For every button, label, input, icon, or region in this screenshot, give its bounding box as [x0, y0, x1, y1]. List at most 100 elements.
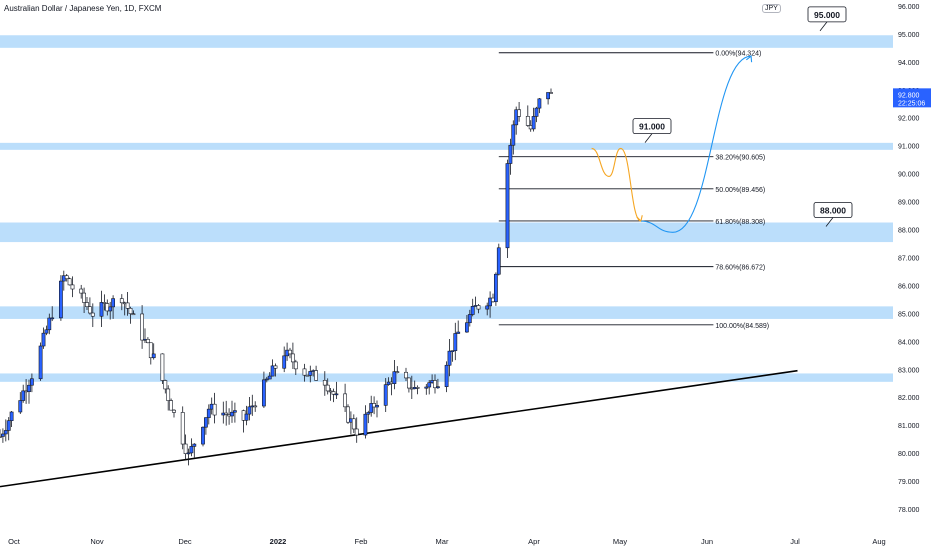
candle-down	[212, 403, 217, 416]
candle-up	[58, 280, 63, 319]
candle-up	[427, 382, 432, 388]
candle-down	[346, 406, 350, 423]
candle-up	[3, 430, 8, 435]
callout-pointer	[819, 21, 828, 32]
candle-up	[534, 107, 539, 117]
projection-arrows[interactable]	[591, 55, 753, 233]
fib-level-label: 78.60%(86.672)	[715, 265, 765, 272]
candle-up	[531, 116, 536, 130]
candle-down	[325, 384, 330, 392]
candle-up	[383, 384, 388, 406]
candle-down	[476, 305, 481, 310]
candle-down	[67, 278, 72, 286]
y-tick-label: 94.000	[898, 60, 920, 67]
candle-up	[233, 410, 237, 413]
y-tick-label: 86.000	[898, 283, 920, 290]
orange-projection-arrow[interactable]	[591, 147, 642, 222]
candle-down	[404, 371, 408, 379]
candle-down	[302, 368, 307, 376]
y-tick-label: 87.000	[898, 255, 920, 262]
y-tick-label: 85.000	[898, 311, 920, 318]
candle-up	[366, 412, 371, 415]
price-axis[interactable]: 78.000 79.000 80.000 81.000 82.000 83.000 84.0…	[893, 0, 932, 550]
callout-label: 88.000	[820, 206, 846, 216]
blue-projection-arrow-head	[745, 55, 753, 63]
price-zone	[0, 222, 893, 243]
candle-down	[305, 374, 310, 377]
candle-up	[505, 163, 510, 249]
candle-up	[44, 329, 49, 334]
candle-up	[151, 353, 156, 359]
y-tick-label: 78.000	[898, 507, 920, 514]
candle-up	[18, 400, 23, 413]
y-tick-label: 90.000	[898, 172, 920, 179]
candle-down	[148, 342, 153, 359]
candlestick-series	[0, 88, 553, 466]
x-tick-label: 2022	[270, 537, 287, 546]
candle-up	[230, 411, 234, 417]
price-callouts[interactable]: 95.000 91.000 88.000	[632, 6, 853, 227]
callout-label: 91.000	[639, 122, 665, 132]
y-tick-label: 82.000	[898, 395, 920, 402]
time-axis[interactable]: Oct Nov Dec 2022 Feb Mar Apr May Jun Jul Aug	[8, 537, 886, 546]
x-tick-label: Mar	[436, 537, 449, 546]
candle-up	[47, 317, 52, 331]
candle-down	[64, 275, 69, 280]
candle-up	[41, 332, 46, 347]
callout-pointer	[825, 217, 834, 227]
candle-up	[493, 273, 498, 303]
trendline-layer[interactable]	[0, 369, 798, 488]
x-tick-label: Jul	[790, 537, 800, 546]
candle-up	[247, 406, 252, 415]
blue-projection-arrow[interactable]	[640, 55, 752, 233]
candle-down	[102, 302, 107, 304]
x-tick-label: May	[613, 537, 627, 546]
candle-down	[415, 387, 420, 389]
candle-up	[111, 298, 116, 308]
currency-badge[interactable]: JPY	[762, 4, 781, 13]
price-zone	[0, 35, 893, 48]
candle-up	[392, 371, 397, 384]
candle-down	[343, 393, 348, 408]
candle-up	[496, 247, 501, 275]
candle-up	[50, 317, 55, 320]
candle-down	[406, 377, 411, 389]
candle-up	[267, 375, 272, 380]
candle-up	[511, 124, 516, 146]
candle-up	[435, 386, 440, 389]
fib-level-label: 50.00%(89.456)	[715, 187, 765, 194]
candle-up	[29, 378, 34, 386]
candle-down	[169, 400, 174, 411]
candle-up	[444, 364, 449, 387]
candle-up	[21, 390, 26, 401]
candle-up	[508, 144, 513, 164]
candle-down	[79, 288, 84, 294]
candle-down	[224, 412, 229, 415]
candle-down	[125, 302, 130, 309]
candle-up	[264, 378, 269, 381]
candle-down	[314, 370, 319, 381]
fibonacci-retracement[interactable]: 0.00%(94.324) 38.20%(90.605) 50.00%(89.456…	[498, 51, 769, 330]
y-tick-label: 84.000	[898, 339, 920, 346]
candle-down	[290, 353, 295, 363]
candle-up	[9, 411, 14, 421]
bar-countdown-label: 22:25:06	[898, 100, 925, 107]
candle-up	[27, 384, 31, 392]
candle-down	[517, 109, 522, 117]
y-tick-label: 92.000	[898, 116, 920, 123]
current-price-marker[interactable]	[893, 88, 931, 108]
fib-level-label: 38.20%(90.605)	[715, 155, 765, 162]
candle-down	[293, 361, 298, 370]
price-axis-background	[893, 0, 932, 550]
candle-down	[180, 412, 185, 445]
candle-up	[464, 322, 469, 333]
x-tick-label: Jun	[701, 537, 713, 546]
rising-trendline[interactable]	[0, 369, 798, 488]
candle-up	[447, 350, 452, 366]
candle-up	[537, 98, 542, 109]
candle-down	[433, 380, 437, 389]
candle-down	[273, 365, 278, 369]
candle-up	[186, 452, 191, 455]
callout-pointer	[644, 133, 653, 143]
